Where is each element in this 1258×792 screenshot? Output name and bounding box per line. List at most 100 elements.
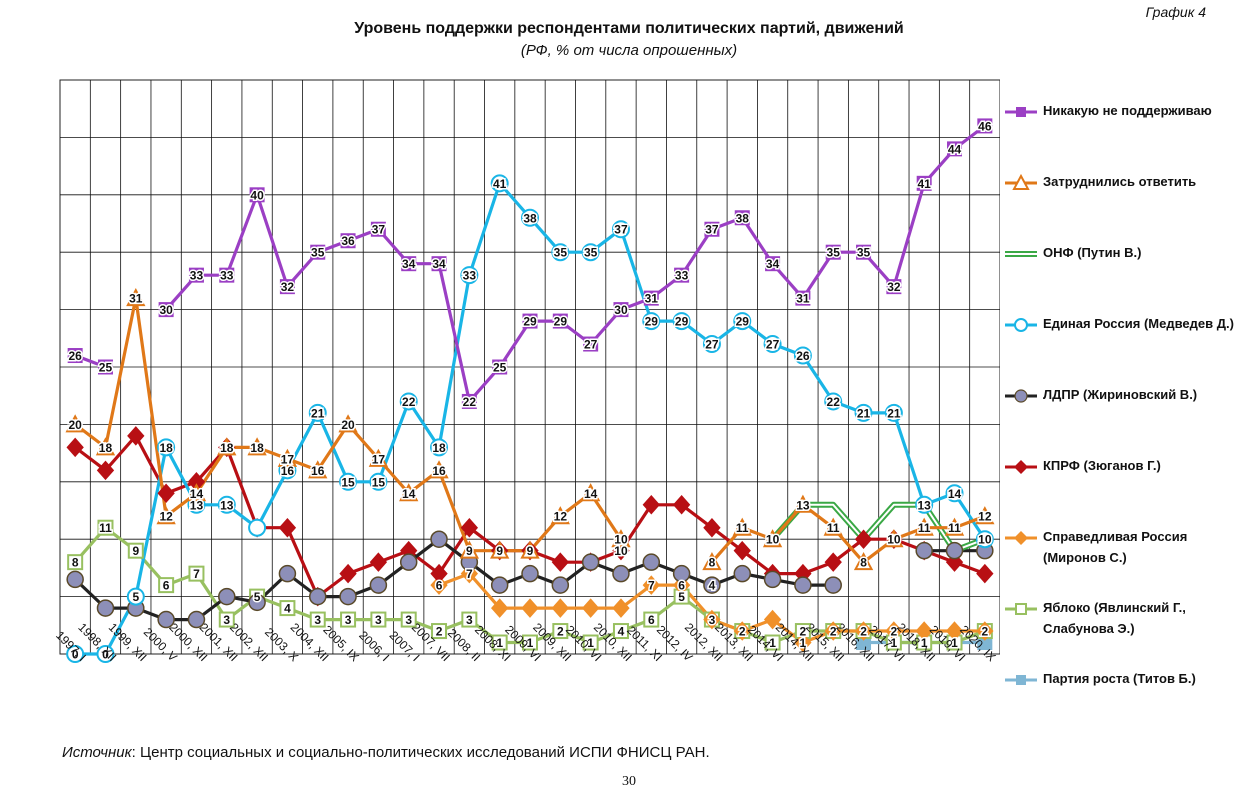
legend-item: Справедливая Россия (Миронов С.) [1003, 526, 1253, 576]
data-label: 17 [372, 452, 386, 466]
series-point [429, 460, 449, 479]
series-point [581, 598, 600, 618]
series-point [914, 517, 934, 536]
data-label: 26 [68, 349, 82, 363]
data-label: 12 [978, 510, 992, 524]
series-point [945, 621, 964, 641]
data-label: 1 [891, 636, 898, 650]
series-point [885, 621, 903, 641]
series-point [490, 174, 509, 193]
data-label: 14 [402, 487, 416, 501]
data-label: 3 [345, 613, 352, 627]
series-point [66, 437, 84, 458]
legend-label: Затруднились ответить [1043, 174, 1197, 189]
legend-swatch-marker [1014, 460, 1028, 474]
data-label: 13 [190, 498, 204, 512]
data-label: 26 [796, 349, 810, 363]
series-point [459, 540, 480, 559]
data-label: 13 [796, 498, 810, 512]
data-label: 37 [705, 223, 719, 237]
series-point [66, 645, 85, 663]
page-number: 30 [622, 774, 636, 789]
series-point [793, 346, 812, 365]
data-label: 44 [948, 142, 962, 156]
series-point [249, 187, 265, 203]
data-label: 46 [978, 119, 992, 133]
legend-item: Яблоко (Явлинский Г., Слабунова Э.) [1003, 597, 1253, 647]
series-point [674, 267, 690, 283]
series-point [490, 576, 509, 594]
series-point [127, 426, 145, 446]
series-point [733, 312, 752, 331]
legend-swatch-icon [1005, 531, 1037, 545]
series-point [763, 335, 782, 354]
data-label: 8 [709, 556, 716, 570]
series-point [643, 611, 660, 628]
legend-swatch-icon [1005, 603, 1037, 615]
series-point [975, 530, 994, 549]
legend-label: ОНФ (Путин В.) [1043, 245, 1142, 260]
data-label: 5 [132, 590, 139, 604]
chart-title: Уровень поддержки респондентами политиче… [354, 20, 904, 37]
series-point [308, 460, 328, 479]
data-label: 2 [739, 625, 746, 639]
data-label: 34 [766, 257, 780, 271]
data-label: 3 [709, 613, 716, 627]
data-label: 21 [311, 406, 325, 420]
data-label: 6 [648, 613, 655, 627]
data-label: 14 [584, 487, 598, 501]
series-point [156, 506, 176, 525]
series-point [430, 563, 448, 584]
series-point [399, 392, 418, 411]
legend-swatch-marker [1015, 603, 1027, 615]
data-label: 11 [948, 521, 961, 535]
data-label: 2 [436, 625, 443, 639]
series-point [581, 553, 600, 571]
series-point [157, 610, 175, 629]
series-point [976, 621, 994, 641]
data-label: 35 [827, 246, 841, 260]
source-note: Источник: Центр социальных и социально-п… [62, 744, 710, 761]
data-label: 14 [948, 487, 962, 501]
series-point [854, 621, 873, 641]
series-point [703, 576, 721, 594]
legend-label: ЛДПР (Жириновский В.) [1043, 387, 1198, 402]
series-point [854, 529, 873, 549]
data-label: 35 [857, 246, 871, 260]
series-point [672, 312, 691, 331]
data-label: 10 [766, 533, 780, 547]
legend-swatch-icon [1005, 173, 1037, 190]
data-label: 13 [220, 498, 234, 512]
series-point [370, 611, 387, 628]
series-point [310, 244, 326, 260]
series-point [795, 290, 811, 306]
series-point [884, 529, 904, 548]
data-label: 2 [891, 625, 898, 639]
legend-swatch-marker [1014, 531, 1028, 545]
data-label: 29 [736, 315, 750, 329]
data-label: 0 [102, 648, 109, 662]
series-point [96, 599, 115, 617]
legend-label: Никакую не поддерживаю [1043, 103, 1212, 118]
data-label: 3 [375, 613, 382, 627]
data-label: 7 [466, 567, 473, 581]
chart-subtitle: (РФ, % от числа опрошенных) [520, 42, 738, 59]
data-label: 10 [614, 544, 628, 558]
legend-swatch-icon [1005, 389, 1037, 403]
data-label: 40 [250, 188, 264, 202]
series-point [793, 494, 813, 513]
data-label: 18 [220, 441, 234, 455]
data-label: 32 [887, 280, 901, 294]
data-label: 2 [557, 625, 564, 639]
data-label: 21 [887, 406, 901, 420]
data-label: 30 [159, 303, 173, 317]
series-point [248, 518, 267, 537]
data-label: 31 [796, 292, 810, 306]
series-point [550, 506, 570, 525]
series-point [642, 495, 660, 515]
series-point [339, 472, 358, 491]
series-point [763, 609, 782, 630]
series-point [522, 313, 538, 329]
data-label: 17 [281, 452, 295, 466]
